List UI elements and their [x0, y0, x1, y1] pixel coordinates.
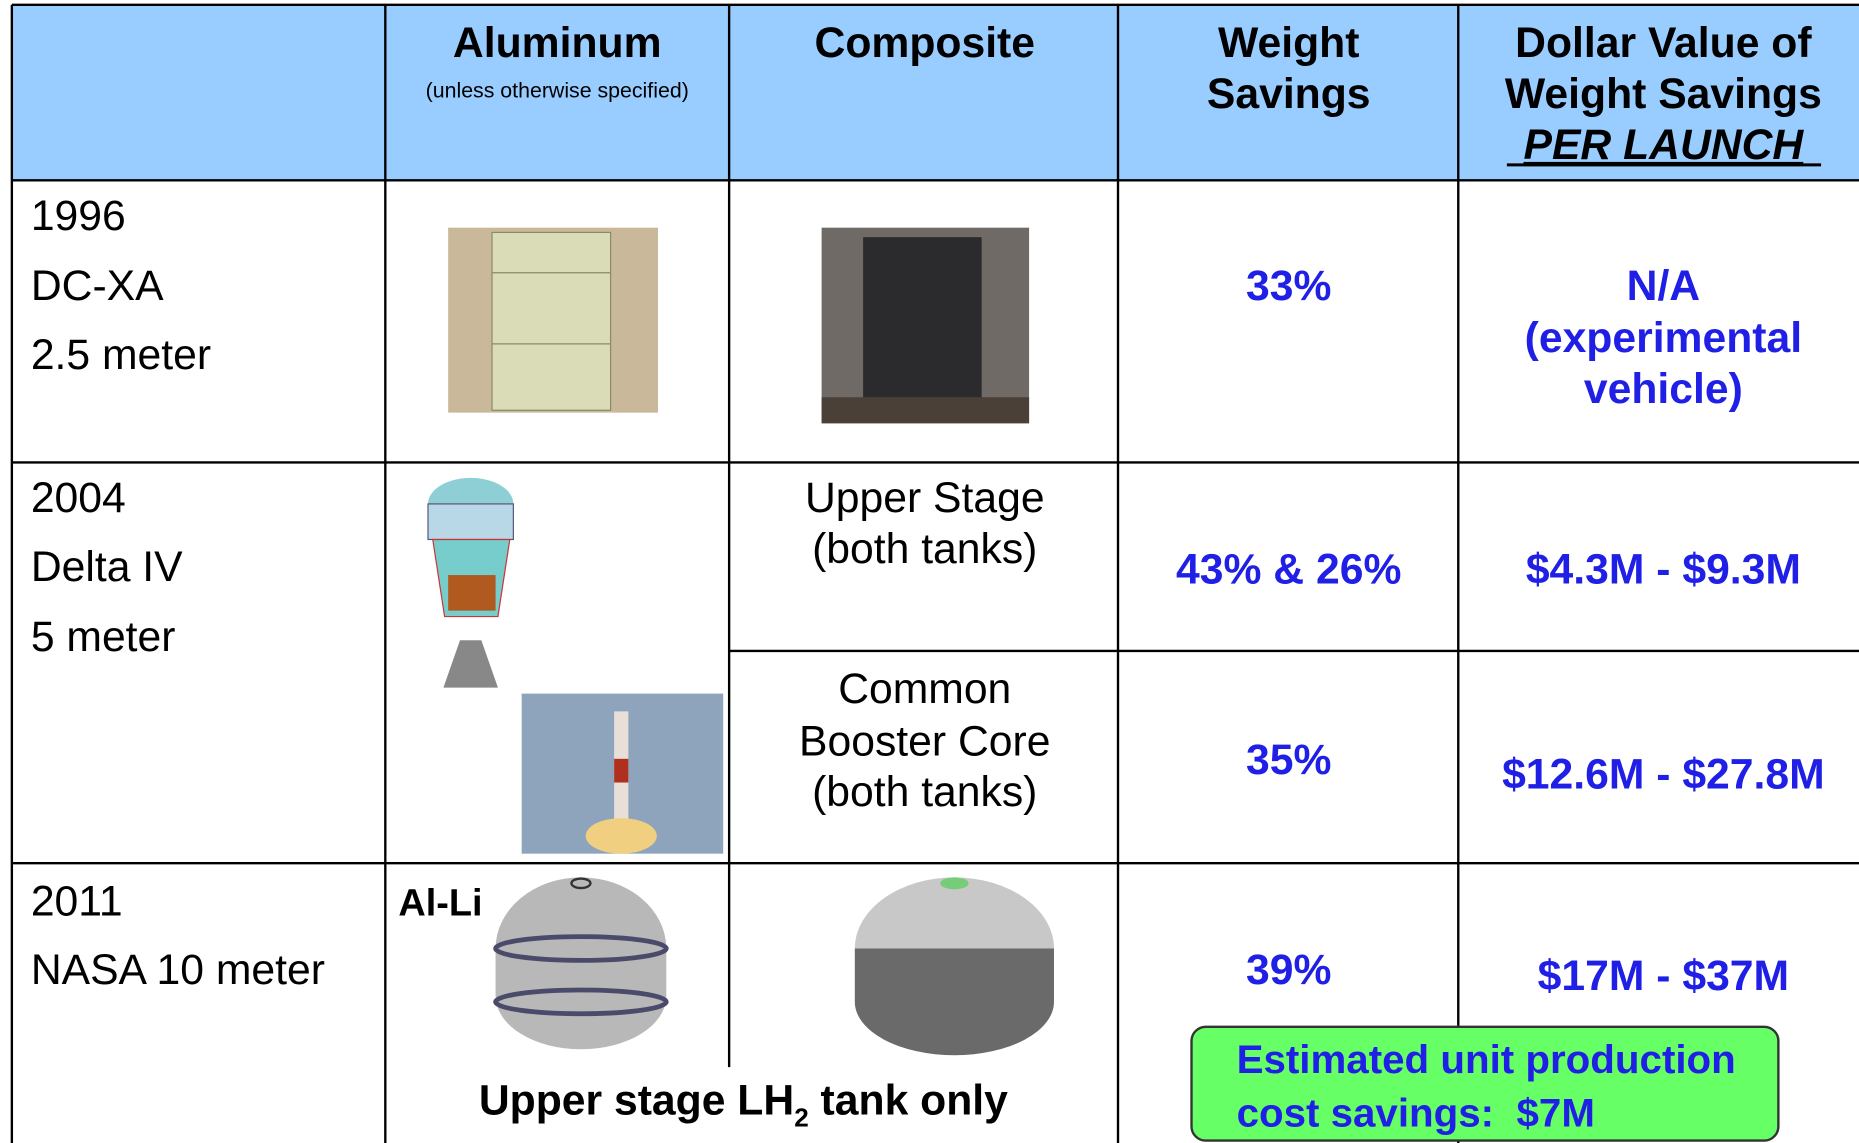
header-bg: [11, 4, 1859, 181]
dollar-value: (experimental: [1525, 314, 1802, 362]
dollar-value: $17M - $37M: [1538, 952, 1789, 1000]
callout-text: cost savings: $7M: [1237, 1090, 1595, 1135]
weight-savings: 43% & 26%: [1176, 545, 1401, 593]
vehicle: 1996: [31, 192, 126, 240]
render-al-li-tank: [493, 877, 669, 1050]
composite-label: Booster Core: [799, 717, 1050, 765]
photo-aluminum-tank: [448, 227, 659, 413]
header-aluminum: Aluminum: [453, 19, 662, 67]
vehicle: DC-XA: [31, 262, 164, 310]
note-text: Upper stage LH: [479, 1076, 794, 1124]
weight-savings: 35%: [1246, 736, 1331, 784]
table-grid: [10, 3, 1859, 1143]
diagram-upper-stage: [427, 477, 514, 688]
composite-label: (both tanks): [812, 768, 1037, 816]
vehicle: 2011: [31, 877, 123, 925]
dollar-value: $12.6M - $27.8M: [1502, 750, 1825, 798]
photo-composite-tank: [821, 227, 1030, 424]
vehicle: 2.5 meter: [31, 331, 211, 379]
aluminum-label: Al-Li: [398, 882, 482, 924]
header-weight: Weight: [1218, 19, 1359, 67]
note: Upper stage LH2 tank only: [479, 1076, 1008, 1132]
vehicle: 2004: [31, 474, 126, 522]
dollar-value: vehicle): [1584, 365, 1743, 413]
weight-savings: 39%: [1246, 946, 1331, 994]
header-dollar: Dollar Value of: [1515, 19, 1812, 67]
photo-rocket-launch: [521, 693, 724, 854]
dollar-value: N/A: [1627, 262, 1701, 310]
weight-savings: 33%: [1246, 262, 1331, 310]
composite-label: (both tanks): [812, 525, 1037, 573]
composite-label: Upper Stage: [805, 474, 1045, 522]
vehicle: NASA 10 meter: [31, 946, 325, 994]
vehicle: 5 meter: [31, 613, 176, 661]
note-text: tank only: [809, 1076, 1008, 1124]
render-composite-tank: [854, 877, 1054, 1056]
header-dollar: Weight Savings: [1505, 70, 1822, 118]
vehicle: Delta IV: [31, 543, 183, 591]
callout-box: [1190, 1025, 1780, 1142]
composite-label: Common: [838, 665, 1011, 713]
header-weight: Savings: [1207, 70, 1371, 118]
header-aluminum-note: (unless otherwise specified): [426, 78, 689, 102]
note-subscript: 2: [794, 1102, 809, 1132]
callout-text: Estimated unit production: [1237, 1037, 1736, 1082]
dollar-value: $4.3M - $9.3M: [1526, 545, 1801, 593]
header-dollar: PER LAUNCH: [1524, 121, 1805, 169]
header-composite: Composite: [815, 19, 1036, 67]
